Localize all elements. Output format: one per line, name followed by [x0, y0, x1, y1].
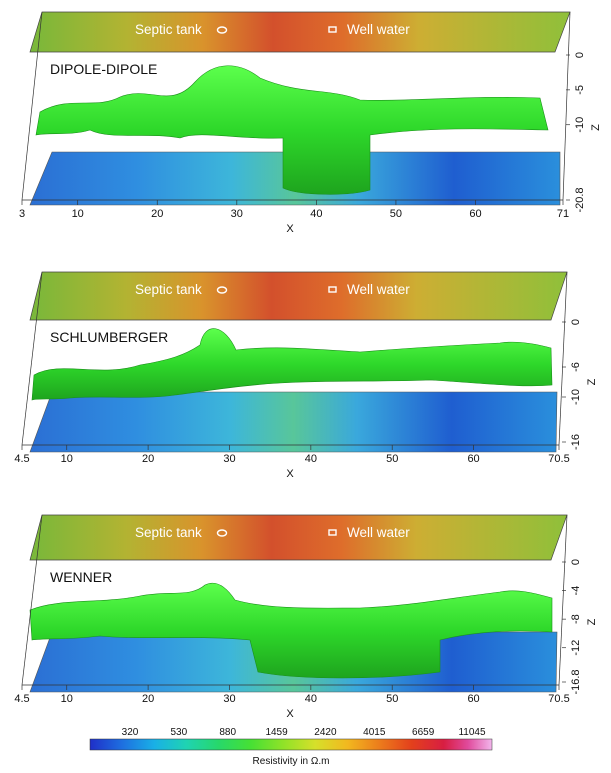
colorbar-tick-label: 530 [171, 727, 188, 738]
colorbar-title: Resistivity in Ω.m [253, 756, 330, 767]
x-tick-label: 20 [142, 693, 154, 705]
z-tick-label: -5 [574, 85, 586, 95]
panel-1: Septic tank Well water DIPOLE-DIPOLE 3 10 20 3… [19, 11, 602, 235]
resistivity-isosurface [35, 65, 549, 195]
panel-title: DIPOLE-DIPOLE [50, 61, 157, 77]
x-tick-label: 10 [61, 693, 73, 705]
x-axis-label: X [286, 468, 294, 480]
well-water-marker [328, 286, 337, 293]
top-surface-slice [29, 11, 571, 53]
z-tick-label: -10 [574, 117, 586, 133]
z-tick-label: 0 [570, 319, 582, 325]
x-tick-label: 50 [390, 208, 402, 220]
z-tick-label: -16 [570, 434, 582, 450]
z-axis-label: Z [586, 378, 598, 385]
panel-2: Septic tank Well water SCHLUMBERGER 4.5 10 20… [14, 271, 598, 480]
x-tick-label: 40 [310, 208, 322, 220]
x-tick-label: 10 [61, 453, 73, 465]
colorbar-tick-label: 11045 [458, 727, 486, 738]
annotation-septic-tank: Septic tank [135, 22, 202, 37]
well-water-marker [328, 26, 337, 33]
colorbar: 320 530 880 1459 2420 4015 6659 11045 Resistivi… [89, 727, 493, 767]
septic-tank-marker [216, 529, 228, 537]
annotation-septic-tank: Septic tank [135, 282, 202, 297]
x-tick-label: 50 [386, 693, 398, 705]
septic-tank-marker [216, 26, 228, 34]
annotation-septic-tank: Septic tank [135, 525, 202, 540]
colorbar-tick-label: 320 [122, 727, 139, 738]
panel-title: WENNER [50, 569, 112, 585]
x-tick-label: 60 [467, 693, 479, 705]
x-tick-label: 50 [386, 453, 398, 465]
box-edge-left [21, 11, 43, 201]
x-tick-label: 30 [223, 693, 235, 705]
colorbar-tick-label: 6659 [412, 727, 435, 738]
annotation-well-water: Well water [347, 282, 410, 297]
z-tick-label: -12 [570, 640, 582, 656]
resistivity-isosurface [29, 582, 553, 679]
z-tick-label: 0 [574, 52, 586, 58]
x-tick-label: 70.5 [548, 453, 569, 465]
x-tick-label: 3 [19, 208, 25, 220]
z-tick-label: -8 [570, 614, 582, 624]
z-tick-label: -10 [570, 389, 582, 405]
bottom-depth-slice [29, 391, 558, 453]
colorbar-tick-label: 880 [219, 727, 236, 738]
x-tick-label: 4.5 [14, 453, 29, 465]
panel-title: SCHLUMBERGER [50, 329, 168, 345]
colorbar-tick-label: 1459 [265, 727, 288, 738]
x-tick-label: 30 [223, 453, 235, 465]
x-tick-label: 71 [557, 208, 569, 220]
z-axis-label: Z [586, 618, 598, 625]
top-surface-slice [29, 271, 568, 321]
annotation-well-water: Well water [347, 525, 410, 540]
x-tick-label: 4.5 [14, 693, 29, 705]
z-tick-label: -6 [570, 362, 582, 372]
x-tick-label: 60 [467, 453, 479, 465]
x-tick-label: 20 [142, 453, 154, 465]
x-tick-label: 20 [151, 208, 163, 220]
box-edge-left [21, 514, 43, 686]
x-axis-label: X [286, 708, 294, 720]
z-tick-label: -16.8 [570, 669, 582, 694]
annotation-well-water: Well water [347, 22, 410, 37]
colorbar-gradient [89, 738, 493, 751]
box-edge-right [558, 271, 568, 446]
top-surface-slice [29, 514, 568, 561]
box-edge-left [21, 271, 43, 446]
x-tick-label: 40 [305, 693, 317, 705]
x-tick-label: 60 [469, 208, 481, 220]
z-tick-label: -4 [570, 586, 582, 596]
colorbar-tick-label: 2420 [314, 727, 337, 738]
colorbar-tick-label: 4015 [363, 727, 386, 738]
z-tick-label: -20.8 [574, 187, 586, 212]
x-tick-label: 70.5 [548, 693, 569, 705]
x-tick-label: 40 [305, 453, 317, 465]
box-edge-right [562, 11, 571, 201]
x-tick-label: 30 [231, 208, 243, 220]
box-edge-right [558, 514, 568, 686]
resistivity-isosurface [31, 328, 553, 401]
panel-3: Septic tank Well water WENNER 4.5 10 20 30 40 50… [14, 514, 598, 720]
x-axis-label: X [286, 223, 294, 235]
septic-tank-marker [216, 286, 228, 294]
z-tick-label: 0 [570, 559, 582, 565]
z-axis-label: Z [590, 124, 602, 131]
x-tick-label: 10 [72, 208, 84, 220]
well-water-marker [328, 529, 337, 536]
